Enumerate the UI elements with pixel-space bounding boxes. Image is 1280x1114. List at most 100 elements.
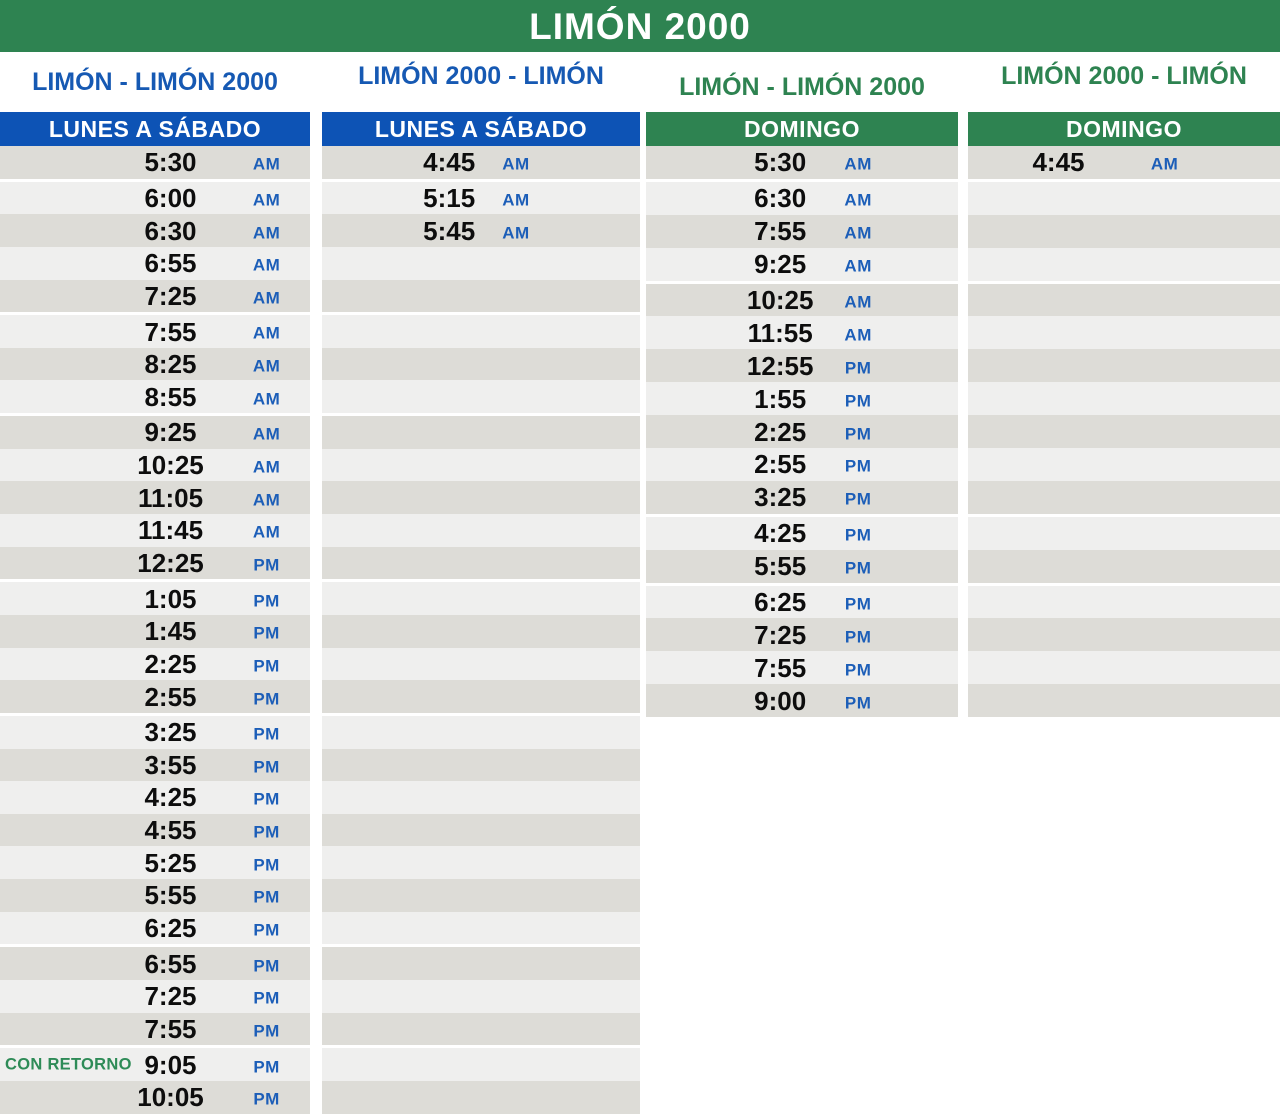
- schedule-row: 7:25 PM: [0, 980, 310, 1013]
- meridiem-label: PM: [844, 489, 872, 509]
- row-separator: [322, 1045, 640, 1049]
- schedule-row: [322, 748, 640, 782]
- schedule-row: [968, 585, 1280, 619]
- schedule-row: [968, 214, 1280, 248]
- schedule-row: 4:45 AM: [322, 146, 640, 179]
- meridiem-label: PM: [253, 988, 280, 1008]
- departure-time: 12:25: [137, 548, 204, 578]
- departure-time: 6:25: [144, 913, 197, 944]
- times-list: 4:45 AM: [968, 146, 1280, 718]
- schedule-row: [968, 618, 1280, 652]
- meridiem-label: PM: [253, 822, 280, 842]
- schedule-row: [322, 315, 640, 348]
- schedule-row: [968, 684, 1280, 718]
- schedule-row: [968, 382, 1280, 416]
- schedule-row: 7:55 PM: [646, 651, 958, 685]
- meridiem-label: PM: [844, 424, 872, 444]
- column-sunday-limon2000-to-limon: LIMÓN 2000 - LIMÓN DOMINGO 4:45 AM: [968, 52, 1280, 718]
- meridiem-label: AM: [252, 356, 281, 376]
- departure-time: 9:25: [754, 249, 807, 280]
- schedule-row: [968, 247, 1280, 281]
- departure-time: 5:30: [754, 147, 807, 178]
- meridiem-label: AM: [252, 154, 281, 174]
- schedule-row: 6:30 AM: [0, 214, 310, 247]
- schedule-row: [968, 516, 1280, 550]
- schedule-row: 5:45 AM: [322, 214, 640, 247]
- row-separator: [968, 582, 1280, 586]
- schedule-row: 7:55 PM: [0, 1012, 310, 1046]
- schedule-row: 1:55 PM: [646, 382, 958, 416]
- meridiem-label: PM: [253, 591, 280, 611]
- meridiem-label: PM: [253, 789, 280, 809]
- title-banner: LIMÓN 2000: [0, 0, 1280, 52]
- route-title: LIMÓN - LIMÓN 2000: [679, 72, 925, 101]
- meridiem-label: PM: [844, 558, 872, 578]
- schedule-row: [322, 582, 640, 615]
- meridiem-label: AM: [252, 522, 281, 542]
- schedule-row: 1:05 PM: [0, 582, 310, 615]
- schedule-row: [322, 1012, 640, 1046]
- departure-time: 2:25: [754, 416, 807, 447]
- row-separator: [968, 178, 1280, 182]
- departure-time: 8:55: [144, 381, 197, 412]
- departure-time: 1:05: [144, 583, 197, 614]
- schedule-row: [322, 947, 640, 981]
- schedule-row: 7:55 AM: [646, 214, 958, 248]
- day-header: DOMINGO: [646, 112, 958, 146]
- schedule-row: [322, 781, 640, 814]
- row-separator: [322, 579, 640, 583]
- departure-time: 6:00: [144, 182, 197, 213]
- schedule-row: [968, 549, 1280, 583]
- schedule-row: 5:30 AM: [646, 146, 958, 179]
- schedule-row: [322, 846, 640, 880]
- row-separator: [646, 582, 958, 586]
- schedule-row: 10:25 AM: [646, 283, 958, 317]
- departure-time: 10:25: [137, 450, 204, 481]
- meridiem-label: PM: [253, 1089, 280, 1109]
- schedule-row: 4:55 PM: [0, 813, 310, 847]
- departure-time: 12:55: [746, 350, 814, 381]
- meridiem-label: AM: [844, 325, 872, 345]
- meridiem-label: AM: [252, 323, 281, 343]
- day-header: DOMINGO: [968, 112, 1280, 146]
- schedule-row: 9:00 PM: [646, 684, 958, 718]
- schedule-row: 10:25 AM: [0, 448, 310, 482]
- meridiem-label: PM: [844, 525, 872, 545]
- meridiem-label: AM: [502, 223, 530, 243]
- meridiem-label: PM: [253, 887, 280, 907]
- departure-time: 9:25: [144, 417, 197, 448]
- schedule-row: 6:30 AM: [646, 181, 958, 215]
- departure-time: 7:25: [754, 619, 807, 650]
- departure-time: 1:55: [754, 383, 807, 414]
- meridiem-label: PM: [253, 623, 280, 643]
- schedule-row: 6:25 PM: [0, 911, 310, 945]
- schedule-row: [322, 879, 640, 912]
- departure-time: 7:55: [144, 316, 197, 347]
- departure-time: 6:30: [754, 183, 807, 214]
- meridiem-label: AM: [252, 389, 281, 409]
- schedule-row: 7:55 AM: [0, 315, 310, 348]
- meridiem-label: PM: [844, 456, 872, 476]
- meridiem-label: PM: [253, 956, 280, 976]
- departure-time: 4:25: [144, 782, 197, 813]
- row-separator: [0, 1045, 310, 1049]
- schedule-row: 3:25 PM: [0, 715, 310, 749]
- route-title: LIMÓN 2000 - LIMÓN: [1001, 61, 1247, 90]
- meridiem-label: PM: [844, 391, 872, 411]
- schedule-row: 6:55 PM: [0, 947, 310, 981]
- schedule-row: 8:55 AM: [0, 380, 310, 414]
- schedule-row: 5:30 AM: [0, 146, 310, 179]
- meridiem-label: PM: [253, 724, 280, 744]
- row-separator: [322, 413, 640, 417]
- schedule-row: [322, 911, 640, 945]
- row-separator: [0, 178, 310, 182]
- meridiem-label: AM: [844, 223, 872, 243]
- schedule-row: [322, 279, 640, 313]
- departure-time: 7:55: [754, 652, 807, 683]
- schedule-row: 3:55 PM: [0, 748, 310, 782]
- departure-time: 4:45: [1032, 147, 1085, 178]
- departure-time: 10:05: [137, 1082, 204, 1113]
- meridiem-label: PM: [844, 358, 872, 378]
- schedule-row: [968, 448, 1280, 481]
- row-separator: [322, 944, 640, 948]
